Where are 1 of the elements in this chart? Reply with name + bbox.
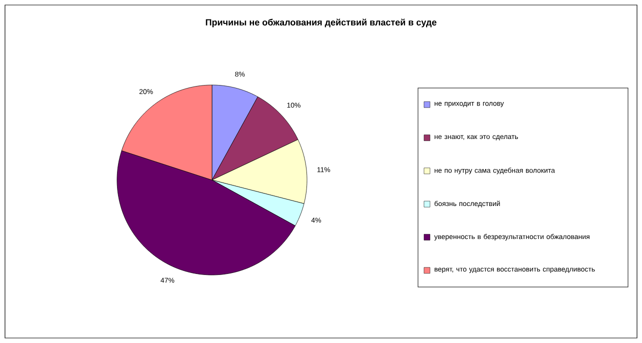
chart-title: Причины не обжалования действий властей в суде	[206, 18, 436, 28]
